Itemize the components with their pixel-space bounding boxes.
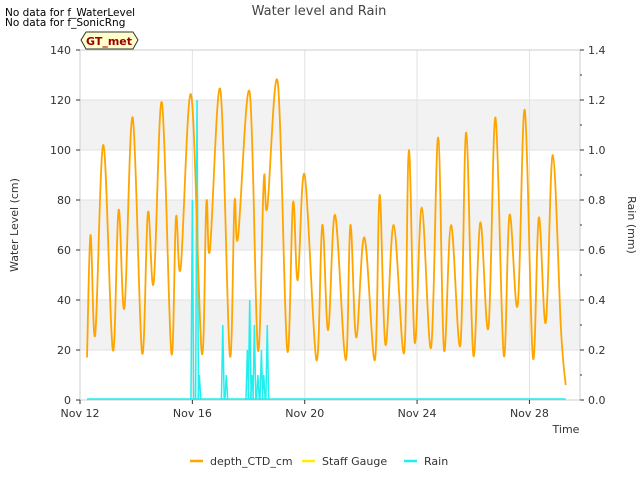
rain-spike [261, 374, 266, 401]
badge-label: GT_met [86, 35, 132, 48]
chart-title: Water level and Rain [252, 4, 387, 19]
rain-spike [194, 99, 200, 401]
no-data-notice-waterlevel: No data for f_WaterLevel [5, 7, 136, 19]
y-axis-label-left: Water Level (cm) [8, 178, 21, 272]
x-tick-label: Nov 12 [61, 407, 100, 420]
rain-series [87, 99, 566, 401]
legend-label: depth_CTD_cm [210, 455, 293, 468]
y-tick-label-right: 0.8 [588, 194, 606, 207]
no-data-notice-sonicrng: No data for f_SonicRng [5, 17, 126, 29]
legend-label: Staff Gauge [322, 455, 387, 468]
x-tick-label: Nov 20 [285, 407, 324, 420]
rain-spike [259, 349, 264, 401]
y-tick-label-right: 0.2 [588, 344, 606, 357]
y-tick-label-right: 0.0 [588, 394, 606, 407]
plot-band [80, 200, 580, 250]
y-tick-label-left: 20 [57, 344, 71, 357]
gt-met-badge: GT_met [80, 31, 139, 50]
x-tick-label: Nov 16 [173, 407, 212, 420]
y-tick-label-left: 120 [50, 94, 71, 107]
rain-spike [197, 374, 202, 401]
axes: 0 20 40 60 80 100 120 140 0.0 0.2 0.4 0.6 0.8 1.0 1.2 1… [50, 44, 606, 420]
y-tick-label-right: 1.4 [588, 44, 606, 57]
y-tick-label-right: 0.6 [588, 244, 606, 257]
legend: depth_CTD_cm Staff Gauge Rain [190, 455, 448, 468]
y-tick-label-right: 1.0 [588, 144, 606, 157]
rain-spike [224, 374, 229, 401]
y-tick-label-right: 0.4 [588, 294, 606, 307]
plot-band [80, 100, 580, 150]
legend-label: Rain [424, 455, 448, 468]
depth-series [86, 78, 567, 386]
x-axis-label: Time [552, 423, 580, 436]
y-tick-label-right: 1.2 [588, 94, 606, 107]
rain-spike [252, 324, 257, 401]
y-axis-label-right: Rain (mm) [625, 196, 638, 254]
rain-spike [220, 324, 225, 401]
y-tick-label-left: 100 [50, 144, 71, 157]
rain-spike [265, 324, 270, 401]
rain-spike [255, 374, 261, 401]
y-tick-label-left: 40 [57, 294, 71, 307]
y-tick-label-left: 140 [50, 44, 71, 57]
y-tick-label-left: 60 [57, 244, 71, 257]
y-tick-label-left: 0 [64, 394, 71, 407]
rain-spike [190, 199, 195, 401]
x-tick-label: Nov 28 [510, 407, 549, 420]
x-tick-label: Nov 24 [398, 407, 437, 420]
depth-line [86, 78, 567, 386]
y-tick-label-left: 80 [57, 194, 71, 207]
rain-spike [247, 299, 252, 401]
